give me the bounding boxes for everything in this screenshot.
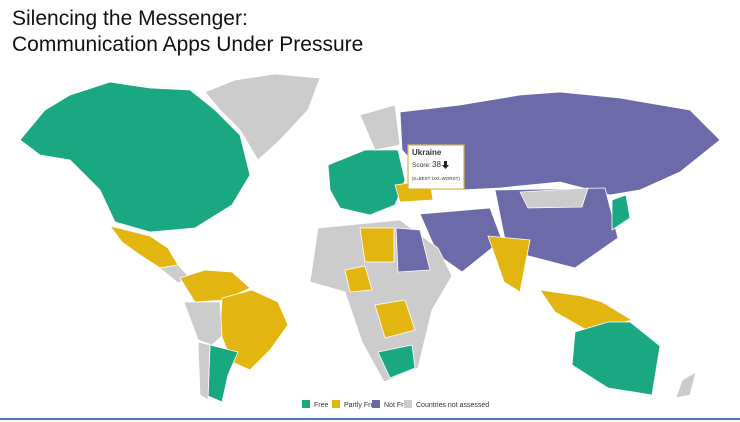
regions: [19, 73, 721, 403]
country-region[interactable]: [539, 289, 633, 333]
country-region[interactable]: [197, 341, 211, 401]
title-line: Silencing the Messenger:: [12, 7, 248, 30]
country-region[interactable]: [519, 187, 589, 209]
title: Silencing the Messenger: Communication A…: [12, 6, 363, 58]
country-region[interactable]: [204, 73, 321, 161]
country-region[interactable]: [219, 289, 289, 371]
country-region[interactable]: [344, 265, 373, 293]
legend-swatch[interactable]: [404, 400, 412, 408]
country-region[interactable]: [675, 371, 697, 399]
country-region[interactable]: [359, 104, 401, 151]
country-region[interactable]: [395, 227, 431, 273]
country-region[interactable]: [207, 344, 239, 403]
arrow-icon: [442, 161, 449, 169]
legend-swatch[interactable]: [372, 400, 380, 408]
tooltip: Ukraine Score: 38 (0=BEST 100=WORST): [407, 144, 465, 190]
country-region[interactable]: [19, 81, 251, 233]
country-region[interactable]: [374, 299, 416, 339]
legend-swatch[interactable]: [332, 400, 340, 408]
country-region[interactable]: [487, 235, 531, 293]
legend-label[interactable]: Countries not assessed: [416, 402, 489, 409]
country-region[interactable]: [571, 321, 661, 396]
country-region[interactable]: [327, 149, 406, 216]
country-region[interactable]: [377, 344, 416, 379]
legend-label[interactable]: Partly Free: [344, 402, 378, 409]
legend: Free Partly Free Not Free Countries not ass…: [302, 400, 489, 409]
country-region[interactable]: [183, 301, 223, 346]
tooltip-score-label: Score:: [412, 162, 431, 169]
country-region[interactable]: [109, 225, 179, 269]
title-line: Communication Apps Under Pressure: [12, 33, 364, 56]
legend-swatch[interactable]: [302, 400, 310, 408]
tooltip-country: Ukraine: [412, 148, 442, 157]
tooltip-box: [407, 144, 465, 190]
country-region[interactable]: [611, 194, 631, 231]
legend-label[interactable]: Free: [314, 402, 329, 409]
tooltip-note: (0=BEST 100=WORST): [412, 176, 460, 181]
tooltip-score: 38: [432, 160, 441, 169]
legend-label[interactable]: Not Free: [384, 402, 411, 409]
country-region[interactable]: [359, 227, 395, 263]
